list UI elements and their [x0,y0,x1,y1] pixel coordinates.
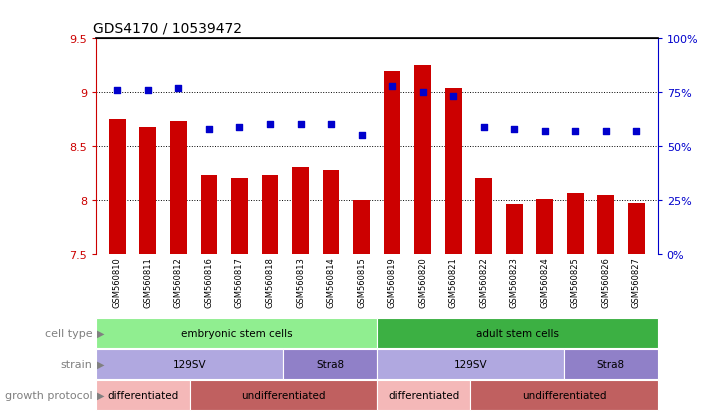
Text: Stra8: Stra8 [597,359,625,369]
Text: adult stem cells: adult stem cells [476,328,559,338]
Point [356,133,368,139]
Bar [109,120,126,254]
Text: strain: strain [60,359,92,369]
Point [173,85,184,92]
Bar [201,176,218,254]
Bar [283,349,377,379]
Bar [471,380,658,410]
Text: ▶: ▶ [97,390,105,400]
Bar [231,179,248,254]
Bar [445,89,461,254]
Bar [262,176,279,254]
Text: undifferentiated: undifferentiated [241,390,326,400]
Point [631,128,642,135]
Text: ▶: ▶ [97,328,105,338]
Bar [567,194,584,254]
Text: 129SV: 129SV [454,359,487,369]
Point [112,88,123,94]
Text: growth protocol: growth protocol [5,390,92,400]
Text: embryonic stem cells: embryonic stem cells [181,328,292,338]
Point [600,128,611,135]
Bar [190,380,377,410]
Point [447,94,459,100]
Bar [536,199,553,254]
Text: differentiated: differentiated [107,390,178,400]
Text: undifferentiated: undifferentiated [522,390,606,400]
Text: GDS4170 / 10539472: GDS4170 / 10539472 [93,21,242,35]
Bar [139,127,156,254]
Bar [292,168,309,254]
Text: ▶: ▶ [97,359,105,369]
Bar [96,349,283,379]
Point [326,122,337,128]
Bar [377,349,564,379]
Point [142,88,154,94]
Bar [384,71,400,254]
Bar [96,380,190,410]
Point [264,122,276,128]
Bar [597,196,614,254]
Point [295,122,306,128]
Point [386,83,397,90]
Point [234,124,245,131]
Text: 129SV: 129SV [173,359,206,369]
Point [508,126,520,133]
Point [478,124,489,131]
Bar [564,349,658,379]
Bar [170,122,187,254]
Point [417,90,428,96]
Text: cell type: cell type [45,328,92,338]
Bar [96,318,377,348]
Point [539,128,550,135]
Bar [377,318,658,348]
Point [570,128,581,135]
Bar [377,380,471,410]
Bar [323,170,339,254]
Bar [415,66,431,254]
Point [203,126,215,133]
Bar [506,204,523,254]
Bar [628,204,645,254]
Text: differentiated: differentiated [388,390,459,400]
Bar [475,179,492,254]
Text: Stra8: Stra8 [316,359,344,369]
Bar [353,200,370,254]
